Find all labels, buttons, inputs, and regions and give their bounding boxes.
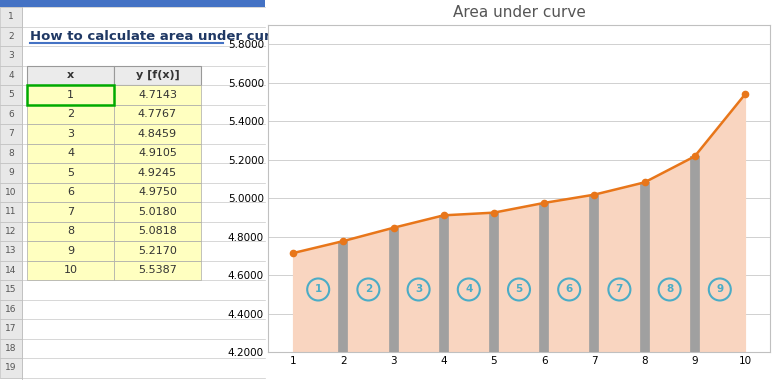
Bar xyxy=(27,222,114,241)
Text: 15: 15 xyxy=(5,285,17,294)
Bar xyxy=(114,202,201,222)
Bar xyxy=(0,85,22,105)
Text: 4.9750: 4.9750 xyxy=(138,187,177,197)
Bar xyxy=(114,163,201,182)
Bar xyxy=(27,85,114,105)
Bar xyxy=(0,339,22,358)
Text: 7: 7 xyxy=(8,129,14,138)
Text: 4.8459: 4.8459 xyxy=(138,129,177,139)
Text: 2: 2 xyxy=(67,109,74,119)
Text: 17: 17 xyxy=(5,324,17,333)
Text: 3: 3 xyxy=(8,51,14,60)
Bar xyxy=(0,65,22,85)
Bar xyxy=(0,319,22,339)
Text: How to calculate area under curve in Excel: How to calculate area under curve in Exc… xyxy=(30,30,350,43)
Text: 9: 9 xyxy=(8,168,14,177)
Bar xyxy=(27,202,114,222)
Text: 3: 3 xyxy=(415,285,422,294)
Text: 4.7143: 4.7143 xyxy=(138,90,177,100)
Bar xyxy=(0,163,22,182)
Bar xyxy=(27,182,114,202)
Text: 6: 6 xyxy=(566,285,573,294)
Text: 5.0180: 5.0180 xyxy=(138,207,177,217)
Text: 9: 9 xyxy=(67,246,74,256)
Text: 2: 2 xyxy=(9,32,14,41)
Bar xyxy=(0,182,22,202)
Text: 16: 16 xyxy=(5,305,17,314)
Text: 10: 10 xyxy=(5,188,17,197)
Bar xyxy=(0,299,22,319)
Bar xyxy=(27,144,114,163)
Text: 3: 3 xyxy=(67,129,74,139)
Text: 18: 18 xyxy=(5,344,17,353)
Bar xyxy=(114,261,201,280)
Text: 8: 8 xyxy=(67,226,74,236)
Text: 19: 19 xyxy=(5,363,17,372)
Bar xyxy=(0,222,22,241)
Bar xyxy=(27,105,114,124)
Bar xyxy=(114,105,201,124)
Bar xyxy=(0,27,22,46)
Bar xyxy=(114,182,201,202)
Text: 5.2170: 5.2170 xyxy=(138,246,177,256)
Text: 13: 13 xyxy=(5,246,17,255)
Text: 8: 8 xyxy=(8,149,14,158)
Text: 5: 5 xyxy=(67,168,74,178)
Bar xyxy=(27,85,114,105)
Text: 1: 1 xyxy=(315,285,322,294)
Text: 7: 7 xyxy=(67,207,74,217)
Bar xyxy=(0,358,22,377)
Text: 4.9245: 4.9245 xyxy=(138,168,177,178)
Text: 8: 8 xyxy=(666,285,673,294)
Bar xyxy=(27,261,114,280)
Text: 12: 12 xyxy=(5,227,16,236)
Bar xyxy=(27,124,114,144)
Text: 4: 4 xyxy=(67,148,74,158)
Text: 6: 6 xyxy=(67,187,74,197)
Text: 2: 2 xyxy=(364,285,372,294)
Text: 5.5387: 5.5387 xyxy=(138,265,177,275)
Bar xyxy=(114,85,201,105)
Text: 1: 1 xyxy=(67,90,74,100)
Text: 1: 1 xyxy=(8,12,14,21)
Bar xyxy=(0,144,22,163)
Text: 5.0818: 5.0818 xyxy=(138,226,177,236)
Bar xyxy=(114,241,201,261)
Text: 10: 10 xyxy=(64,265,78,275)
Bar xyxy=(0,241,22,261)
Bar xyxy=(114,65,201,85)
Bar xyxy=(0,124,22,144)
Bar xyxy=(0,105,22,124)
Text: 4.9105: 4.9105 xyxy=(138,148,177,158)
Bar xyxy=(114,222,201,241)
Bar xyxy=(27,65,114,85)
Text: 7: 7 xyxy=(615,285,623,294)
Bar xyxy=(0,0,265,7)
Text: 6: 6 xyxy=(8,110,14,119)
Bar xyxy=(0,280,22,299)
Text: 5: 5 xyxy=(515,285,523,294)
Bar xyxy=(114,124,201,144)
Text: y [f(x)]: y [f(x)] xyxy=(136,70,179,81)
Text: 5: 5 xyxy=(8,90,14,99)
Bar xyxy=(0,261,22,280)
Bar xyxy=(114,144,201,163)
Bar xyxy=(0,202,22,222)
Text: x: x xyxy=(67,70,74,80)
Text: 14: 14 xyxy=(5,266,16,275)
Text: 4: 4 xyxy=(9,71,14,80)
Text: 9: 9 xyxy=(716,285,723,294)
Bar xyxy=(27,163,114,182)
Bar xyxy=(0,46,22,65)
Text: 11: 11 xyxy=(5,207,17,216)
Text: 4.7767: 4.7767 xyxy=(138,109,177,119)
Bar xyxy=(27,241,114,261)
Title: Area under curve: Area under curve xyxy=(452,5,585,20)
Bar xyxy=(0,7,22,27)
Text: 4: 4 xyxy=(465,285,472,294)
